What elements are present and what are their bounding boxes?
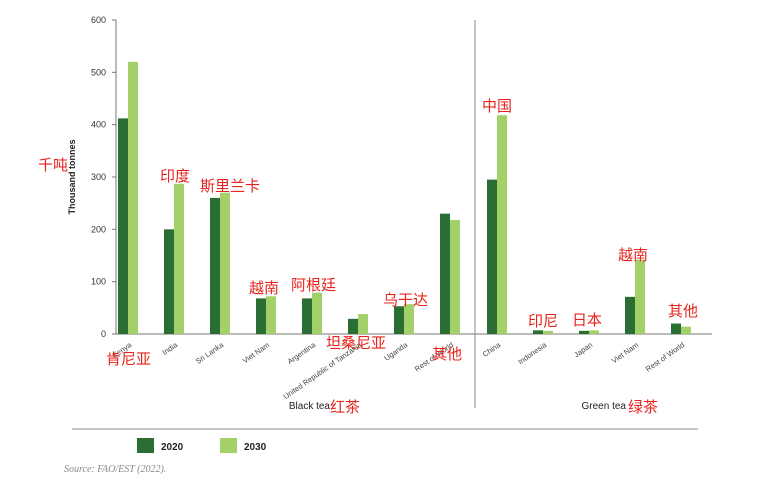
category-label-zh: 越南: [618, 246, 648, 264]
category-label-zh: 中国: [482, 97, 512, 115]
bar-2030: [681, 326, 691, 334]
category-label-zh: 其他: [668, 302, 698, 320]
bar-2020: [579, 330, 589, 334]
bar-2020: [348, 318, 358, 334]
bar-2020: [394, 306, 404, 334]
category-label-zh: 其他: [432, 345, 462, 363]
group-label-black-tea: Black tea: [289, 401, 331, 412]
category-label: Japan: [572, 340, 594, 359]
category-label-zh: 斯里兰卡: [200, 177, 260, 195]
y-tick-label: 600: [91, 15, 106, 25]
bar-2020: [118, 118, 128, 335]
category-label-zh: 日本: [572, 311, 602, 329]
bar-2030: [174, 183, 184, 334]
category-label: Viet Nam: [241, 340, 271, 365]
y-axis-label: Thousand tonnes: [67, 140, 77, 215]
bar-2030: [450, 219, 460, 334]
y-tick-label: 500: [91, 67, 106, 77]
y-tick-label: 300: [91, 172, 106, 182]
bar-2030: [404, 304, 414, 334]
category-label: China: [481, 340, 503, 359]
bar-2020: [440, 213, 450, 334]
category-label: Indonesia: [516, 340, 548, 367]
bar-2030: [312, 292, 322, 334]
legend-swatch-2020: [137, 438, 154, 453]
bar-2020: [256, 298, 266, 334]
legend-label-2020: 2020: [161, 442, 184, 453]
group-label-black-tea-zh: 红茶: [330, 398, 360, 416]
bar-2020: [164, 229, 174, 334]
legend-swatch-2030: [220, 438, 237, 453]
y-tick-label: 400: [91, 120, 106, 130]
bar-2020: [487, 179, 497, 334]
category-label-zh: 乌干达: [383, 291, 428, 309]
bar-2030: [220, 192, 230, 334]
category-label: Viet Nam: [610, 340, 640, 365]
bar-2030: [266, 296, 276, 334]
legend-label-2030: 2030: [244, 442, 267, 453]
category-label-zh: 阿根廷: [291, 276, 336, 294]
category-label-zh: 越南: [249, 279, 279, 297]
bar-2030: [543, 330, 553, 334]
bar-2020: [210, 197, 220, 334]
category-label: Uganda: [382, 340, 409, 363]
category-label: Rest of World: [644, 340, 686, 373]
bar-2030: [635, 259, 645, 334]
category-label-zh: 坦桑尼亚: [326, 334, 386, 352]
y-tick-label: 200: [91, 224, 106, 234]
bar-2020: [302, 298, 312, 334]
bar-2020: [671, 323, 681, 334]
category-label-zh: 肯尼亚: [106, 350, 151, 368]
category-label: India: [161, 340, 180, 357]
bar-2030: [358, 314, 368, 334]
bar-2030: [497, 115, 507, 334]
category-label-zh: 印尼: [528, 312, 558, 330]
group-label-green-tea-zh: 绿茶: [628, 398, 658, 416]
bar-2030: [589, 330, 599, 334]
group-label-green-tea: Green tea: [582, 401, 627, 412]
y-tick-label: 100: [91, 277, 106, 287]
category-label-zh: 印度: [160, 167, 190, 185]
category-label: Argentina: [286, 340, 318, 366]
y-axis-label-zh: 千吨: [38, 156, 68, 174]
category-label: Sri Lanka: [194, 340, 226, 366]
bar-2030: [128, 61, 138, 334]
y-tick-label: 0: [101, 329, 106, 339]
source-note: Source: FAO/EST (2022).: [64, 464, 166, 475]
bar-2020: [533, 330, 543, 334]
bar-2020: [625, 296, 635, 334]
